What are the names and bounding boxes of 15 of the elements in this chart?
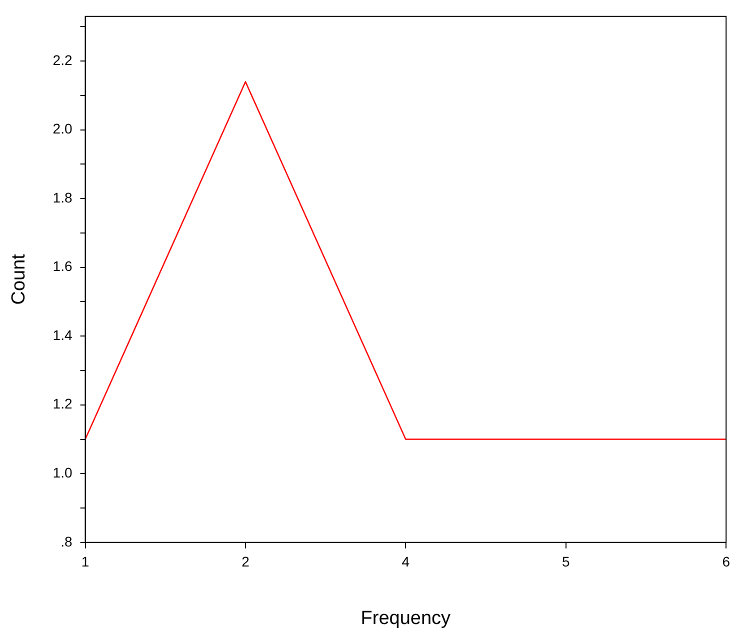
x-tick-label: 4 — [402, 554, 410, 570]
x-tick-label: 5 — [562, 554, 570, 570]
y-tick-label: 1.8 — [52, 189, 72, 206]
y-tick-label: 2.2 — [52, 52, 72, 68]
y-tick-label: 1.0 — [52, 464, 72, 480]
y-tick-label: 1.4 — [52, 326, 72, 343]
x-axis-title: Frequency — [360, 608, 452, 629]
y-tick-label: 1.6 — [52, 258, 72, 274]
y-tick-label: 1.2 — [52, 396, 72, 412]
y-tick-label: 2.0 — [52, 120, 72, 137]
y-tick-label: .8 — [60, 533, 72, 550]
y-axis-title: Count — [8, 253, 30, 305]
x-tick-label: 2 — [242, 554, 250, 570]
x-tick-label: 1 — [81, 554, 90, 570]
x-tick-label: 6 — [722, 554, 730, 570]
